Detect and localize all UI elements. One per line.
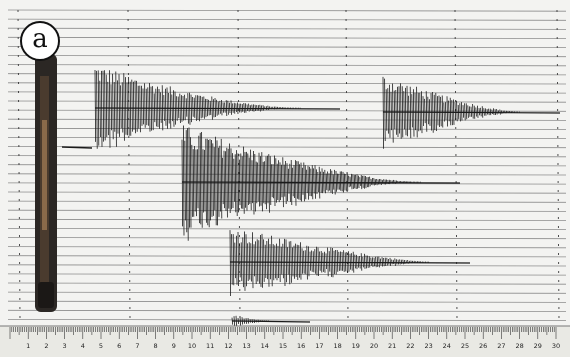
trace-line: [7, 27, 567, 30]
trace-line: [7, 91, 567, 94]
trace-line: [7, 36, 567, 39]
ruler-number: 3: [63, 342, 67, 350]
ruler-number: 7: [135, 342, 139, 350]
trace-line: [7, 100, 567, 103]
burst-baseline: [231, 320, 311, 323]
trace-scratch: [61, 146, 93, 149]
ruler-number: 19: [352, 342, 360, 350]
ruler-number: 13: [242, 342, 250, 350]
ruler-number: 11: [206, 342, 214, 350]
ruler-number: 23: [424, 342, 432, 350]
trace-line: [7, 291, 567, 294]
seismic-burst: [94, 69, 301, 149]
ruler-number: 27: [497, 342, 505, 350]
ruler-number: 8: [154, 342, 158, 350]
ruler-number: 10: [188, 342, 196, 350]
ruler-number: 20: [370, 342, 378, 350]
ruler-number: 1: [26, 342, 30, 350]
burst-baseline: [229, 261, 471, 264]
trace-line: [7, 155, 567, 158]
burst-baseline: [382, 111, 561, 114]
trace-line: [7, 237, 567, 240]
ruler-number: 4: [81, 342, 85, 350]
pen-scale-reference: [35, 46, 57, 312]
trace-line: [7, 136, 567, 140]
trace-line: [7, 309, 567, 312]
trace-line: [7, 209, 567, 212]
ruler-number: 16: [297, 342, 305, 350]
trace-line: [7, 227, 567, 231]
trace-line: [7, 55, 567, 58]
burst-baseline: [181, 181, 461, 184]
trace-line: [7, 273, 567, 276]
ruler-number: 22: [406, 342, 414, 350]
ruler-number: 5: [99, 342, 103, 350]
seismic-wave-bursts: [61, 69, 561, 327]
trace-line: [7, 46, 567, 48]
ruler-number: 15: [279, 342, 287, 350]
trace-line: [7, 118, 567, 121]
ruler-number: 30: [552, 342, 560, 350]
trace-line: [7, 9, 567, 12]
ruler-number: 9: [172, 342, 176, 350]
ruler-number: 26: [479, 342, 487, 350]
ruler-number: 18: [333, 342, 341, 350]
trace-line: [7, 82, 567, 85]
trace-line: [7, 64, 567, 67]
trace-line: [7, 146, 567, 149]
measuring-ruler: 1 2 3 4 5 6 7 8 9 10 11 12 13 14 15 16 17 18 19 20 21 22 23 24 2…: [0, 325, 570, 357]
trace-line: [7, 200, 567, 203]
ruler-number: 24: [443, 342, 451, 350]
ruler-number: 29: [534, 342, 542, 350]
trace-line: [7, 318, 567, 322]
ruler-number: 2: [44, 342, 48, 350]
ruler-number: 17: [315, 342, 323, 350]
ruler-number: 28: [515, 342, 523, 350]
trace-line: [7, 73, 567, 76]
trace-line: [7, 191, 567, 194]
ruler-number: 21: [388, 342, 396, 350]
trace-line: [7, 264, 567, 267]
ruler-number: 25: [461, 342, 469, 350]
trace-line: [7, 300, 567, 303]
trace-line: [7, 127, 567, 130]
ruler-number: 14: [261, 342, 269, 350]
panel-label: a: [20, 21, 60, 61]
ruler-number: 6: [117, 342, 121, 350]
burst-baseline: [94, 107, 341, 110]
trace-line: [7, 218, 567, 221]
trace-line: [7, 255, 567, 258]
trace-line: [7, 246, 567, 249]
trace-line: [7, 18, 567, 21]
trace-line: [7, 282, 567, 285]
ruler-number: 12: [224, 342, 232, 350]
